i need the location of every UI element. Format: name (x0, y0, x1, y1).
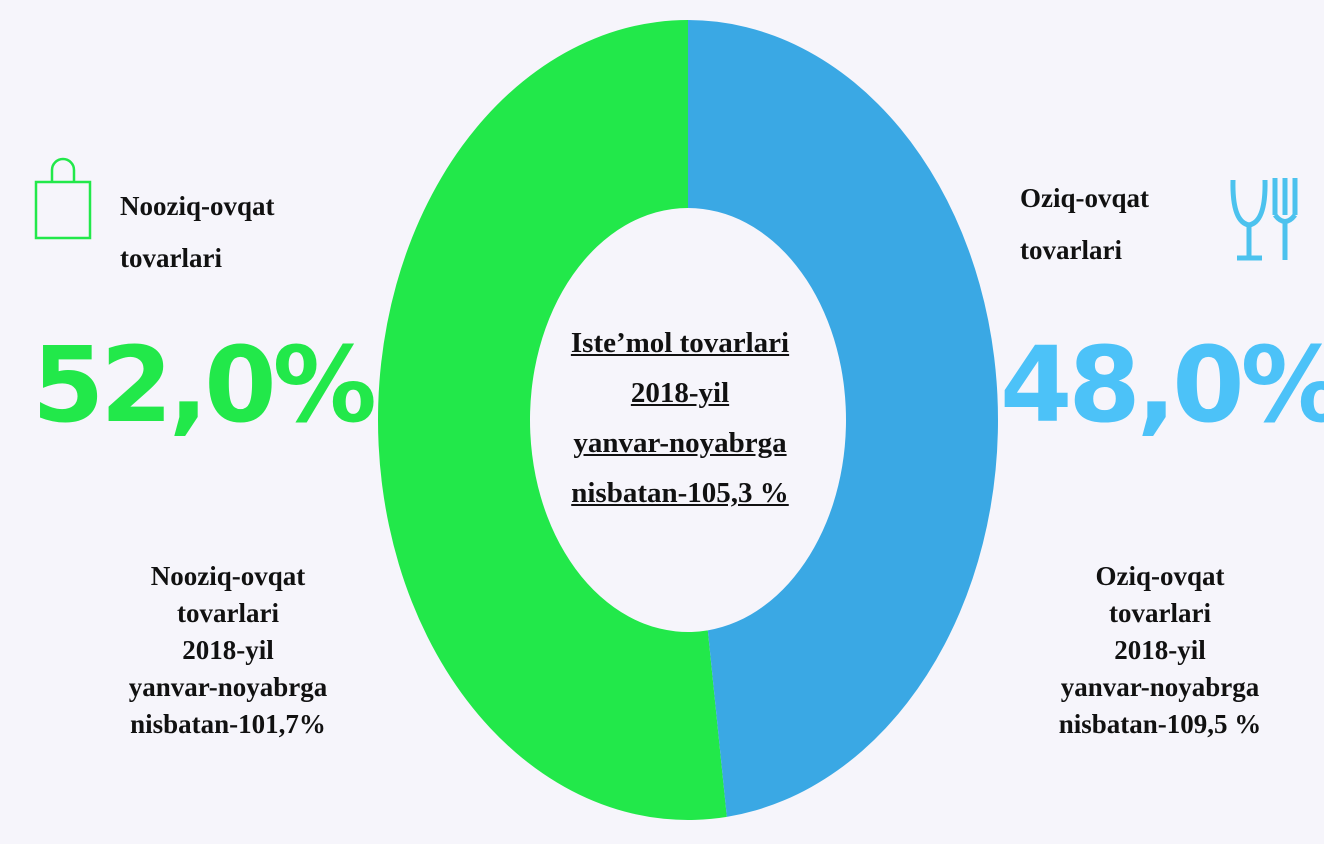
category-label: Oziq-ovqat tovarlari (1020, 183, 1150, 265)
text-line: yanvar-noyabrga (573, 427, 787, 459)
donut-slice (688, 19, 999, 817)
category-label: Nooziq-ovqat tovarlari (120, 191, 275, 273)
text-line: 2018-yil (1114, 635, 1206, 665)
text-line: yanvar-noyabrga (128, 672, 328, 702)
annotation: Nooziq-ovqat tovarlari 2018-yil yanvar-noya… (78, 558, 378, 743)
value-label: 48,0% (1000, 324, 1324, 446)
text-line: Oziq-ovqat (1095, 561, 1225, 591)
cutlery-icon (1230, 178, 1298, 261)
text-line: nisbatan-105,3 % (571, 477, 789, 509)
text-line: Nooziq-ovqat (150, 561, 306, 591)
text-line: 2018-yil (182, 635, 274, 665)
bag-icon (34, 157, 92, 240)
text-line: tovarlari (177, 598, 279, 628)
value-label: 52,0% (32, 324, 377, 446)
text-line: nisbatan-109,5 % (1058, 709, 1262, 739)
text-line: tovarlari (1109, 598, 1211, 628)
text-line: nisbatan-101,7% (130, 709, 326, 739)
donut-slice (378, 20, 727, 820)
text-line: yanvar-noyabrga (1060, 672, 1260, 702)
annotation: Oziq-ovqat tovarlari 2018-yil yanvar-noyabr… (1010, 558, 1310, 743)
text-line: 2018-yil (630, 377, 730, 409)
center-text: Iste’mol tovarlari 2018-yil yanvar-noyabrg… (520, 318, 840, 518)
text-line: Iste’mol tovarlari (570, 327, 790, 359)
